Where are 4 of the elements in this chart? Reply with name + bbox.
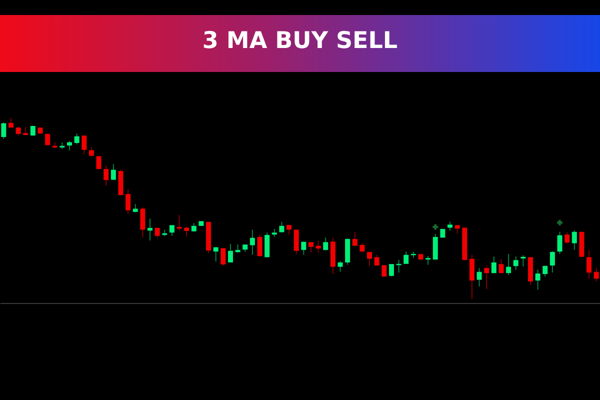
candlestick bbox=[220, 248, 226, 266]
candlestick bbox=[96, 156, 102, 170]
candlestick bbox=[388, 264, 394, 278]
chart-title: 3 MA BUY SELL bbox=[202, 28, 398, 54]
